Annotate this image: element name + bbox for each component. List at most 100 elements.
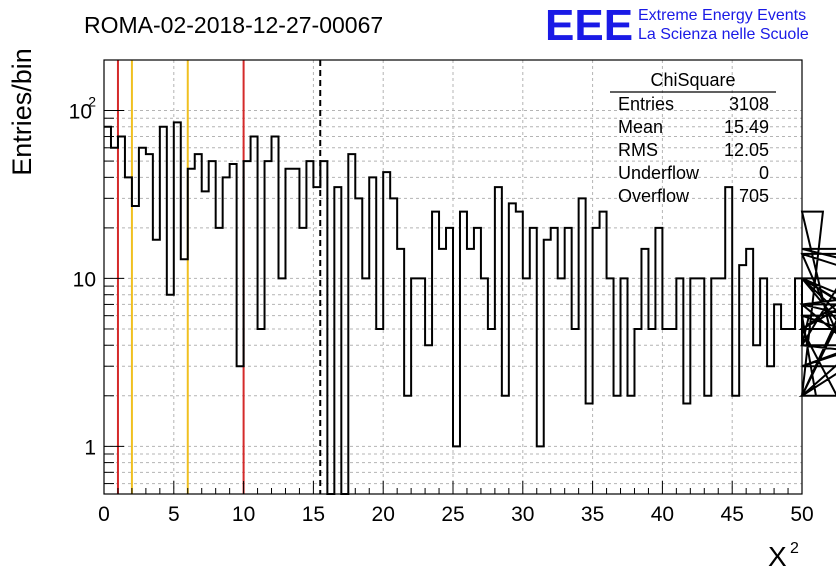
histogram-bin bbox=[320, 161, 327, 494]
eee-logo-mark: EEE bbox=[545, 1, 633, 50]
histogram-bin bbox=[432, 212, 439, 494]
stats-row-label: Mean bbox=[618, 117, 663, 137]
histogram-bin bbox=[265, 161, 272, 494]
histogram-bin bbox=[558, 278, 565, 494]
histogram-bin bbox=[774, 304, 781, 494]
histogram-bin bbox=[104, 127, 111, 494]
x-axis-label-superscript: 2 bbox=[790, 540, 799, 557]
x-tick-label: 20 bbox=[372, 503, 395, 526]
histogram-bin bbox=[607, 278, 614, 494]
x-tick-label: 45 bbox=[721, 503, 744, 526]
y-tick-label: 10 bbox=[73, 268, 96, 291]
x-tick-label: 0 bbox=[98, 503, 110, 526]
histogram-bin bbox=[285, 169, 292, 494]
histogram-bin bbox=[753, 345, 760, 494]
x-tick-label: 40 bbox=[651, 503, 674, 526]
reference-lines bbox=[116, 60, 322, 494]
y-axis-label: Entries/bin bbox=[7, 48, 37, 176]
x-tick-label: 30 bbox=[511, 503, 534, 526]
histogram-bin bbox=[425, 345, 432, 494]
histogram-bin bbox=[383, 172, 390, 494]
histogram-bin bbox=[209, 161, 216, 494]
histogram-bin bbox=[279, 278, 286, 494]
histogram-bin bbox=[132, 206, 139, 494]
histogram-outline-group bbox=[104, 121, 836, 495]
stats-box-rows: Entries 3108 Mean 15.49 RMS 12.05 Underflow 0 Ov… bbox=[618, 94, 769, 206]
histogram-bin bbox=[788, 329, 795, 494]
x-tick-label: 35 bbox=[581, 503, 604, 526]
x-axis-label: X bbox=[768, 541, 787, 572]
histogram-bin bbox=[111, 148, 118, 494]
histogram-bin bbox=[634, 329, 641, 494]
histogram-bin bbox=[697, 278, 704, 494]
eee-logo: EEE Extreme Energy Events La Scienza nel… bbox=[545, 1, 809, 50]
histogram-bin bbox=[334, 187, 341, 494]
stats-row-label: Overflow bbox=[618, 186, 690, 206]
histogram-bin bbox=[418, 278, 425, 494]
histogram-bin bbox=[481, 278, 488, 494]
histogram-bin bbox=[523, 278, 530, 494]
stats-row-value: 705 bbox=[739, 186, 769, 206]
stats-row-label: RMS bbox=[618, 140, 658, 160]
histogram-bin bbox=[188, 169, 195, 494]
histogram-bin bbox=[195, 154, 202, 494]
histogram-bin bbox=[732, 396, 739, 494]
histogram-bin bbox=[453, 446, 460, 494]
y-tick-label: 1 bbox=[84, 436, 96, 459]
histogram-bin bbox=[460, 212, 467, 494]
histogram-bin bbox=[690, 278, 697, 494]
histogram-bin bbox=[662, 329, 669, 494]
histogram-bin bbox=[139, 148, 146, 494]
histogram-bin bbox=[704, 396, 711, 494]
x-axis-label-group: X 2 bbox=[768, 540, 799, 572]
stats-row-label: Entries bbox=[618, 94, 674, 114]
histogram-bin bbox=[411, 278, 418, 494]
histogram-bin bbox=[760, 278, 767, 494]
histogram-bin bbox=[586, 403, 593, 494]
y-tick-label: 10 bbox=[69, 101, 92, 124]
histogram-bin bbox=[628, 396, 635, 494]
histogram-bin bbox=[502, 396, 509, 494]
histogram-bin bbox=[579, 198, 586, 494]
histogram-bin bbox=[244, 161, 251, 494]
x-tick-label: 5 bbox=[168, 503, 180, 526]
histogram-bin bbox=[348, 154, 355, 494]
stats-row-value: 3108 bbox=[729, 94, 769, 114]
histogram-bin bbox=[669, 329, 676, 494]
histogram-bin bbox=[237, 366, 244, 494]
histogram-bin bbox=[258, 329, 265, 494]
stats-row-value: 0 bbox=[759, 163, 769, 183]
histogram-bin bbox=[202, 191, 209, 494]
histogram-bin bbox=[516, 212, 523, 494]
histogram-bin bbox=[153, 240, 160, 494]
eee-logo-line2: La Scienza nelle Scuole bbox=[638, 26, 809, 43]
histogram-bin bbox=[306, 161, 313, 494]
histogram-bin bbox=[600, 212, 607, 494]
x-tick-label: 50 bbox=[790, 503, 813, 526]
histogram-bin bbox=[781, 329, 788, 494]
stats-row-value: 12.05 bbox=[724, 140, 769, 160]
histogram-bin bbox=[795, 278, 802, 494]
stats-row-label: Underflow bbox=[618, 163, 700, 183]
histogram-bin bbox=[355, 198, 362, 494]
histogram-bin bbox=[292, 169, 299, 494]
histogram-bin bbox=[509, 203, 516, 494]
histogram-bin bbox=[621, 278, 628, 494]
histogram-bin bbox=[544, 240, 551, 494]
histogram-bin bbox=[614, 396, 621, 494]
histogram-bin bbox=[676, 278, 683, 494]
histogram-bin bbox=[767, 366, 774, 494]
histogram-bin bbox=[362, 278, 369, 494]
y-axis-label-group: Entries/bin bbox=[7, 48, 37, 176]
histogram-bin bbox=[488, 329, 495, 494]
stats-box-title: ChiSquare bbox=[650, 70, 735, 90]
stats-box: ChiSquare Entries 3108 Mean 15.49 RMS 12.05 Un… bbox=[610, 70, 776, 206]
x-axis-ticks: 0 5 10 15 20 25 30 35 40 45 50 bbox=[98, 481, 814, 526]
histogram-bin bbox=[739, 265, 746, 494]
histogram-bin bbox=[160, 127, 167, 494]
histogram-bin bbox=[718, 278, 725, 494]
histogram-bin bbox=[711, 278, 718, 494]
histogram-bin bbox=[648, 329, 655, 494]
histogram-bin bbox=[376, 329, 383, 494]
